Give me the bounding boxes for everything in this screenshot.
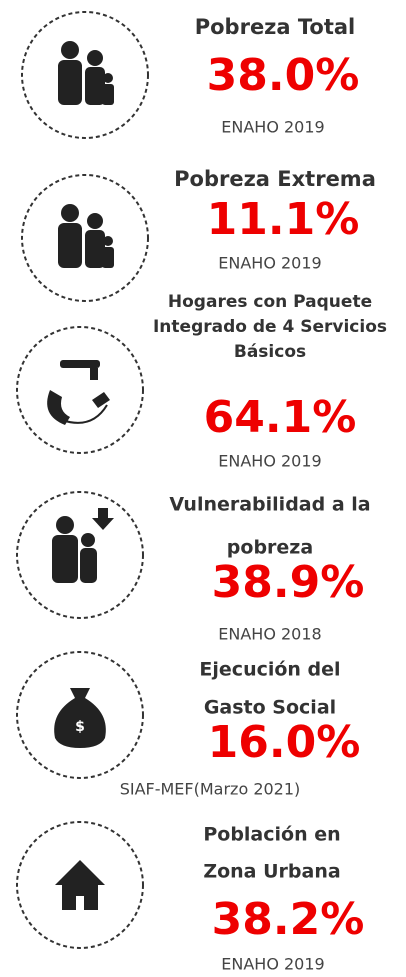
item-title: Integrado de 4 Servicios: [153, 317, 387, 337]
item-title: Zona Urbana: [203, 861, 340, 883]
item-title: Hogares con Paquete: [168, 292, 372, 312]
item-title: Pobreza Extrema: [174, 167, 376, 191]
item-source: ENAHO 2019: [221, 118, 324, 137]
item-value: 38.0%: [207, 50, 360, 101]
item-title: Población en: [203, 824, 340, 846]
item-source: ENAHO 2018: [218, 625, 321, 644]
item-title: Gasto Social: [204, 697, 336, 719]
item-value: 16.0%: [208, 717, 361, 768]
item-title: pobreza: [227, 537, 313, 559]
item-source: ENAHO 2019: [221, 955, 324, 974]
item-value: 64.1%: [204, 392, 357, 443]
item-value: 38.2%: [212, 894, 365, 945]
item-value: 11.1%: [207, 194, 360, 245]
item-source: ENAHO 2019: [218, 254, 321, 273]
item-value: 38.9%: [212, 557, 365, 608]
icons: $: [16, 11, 149, 949]
item-title: Ejecución del: [199, 659, 340, 681]
item-source: SIAF-MEF(Marzo 2021): [120, 780, 301, 799]
svg-text:$: $: [75, 719, 85, 735]
item-title: Pobreza Total: [195, 15, 356, 39]
item-source: ENAHO 2019: [218, 452, 321, 471]
item-title: Básicos: [234, 342, 306, 362]
item-title: Vulnerabilidad a la: [169, 494, 370, 516]
